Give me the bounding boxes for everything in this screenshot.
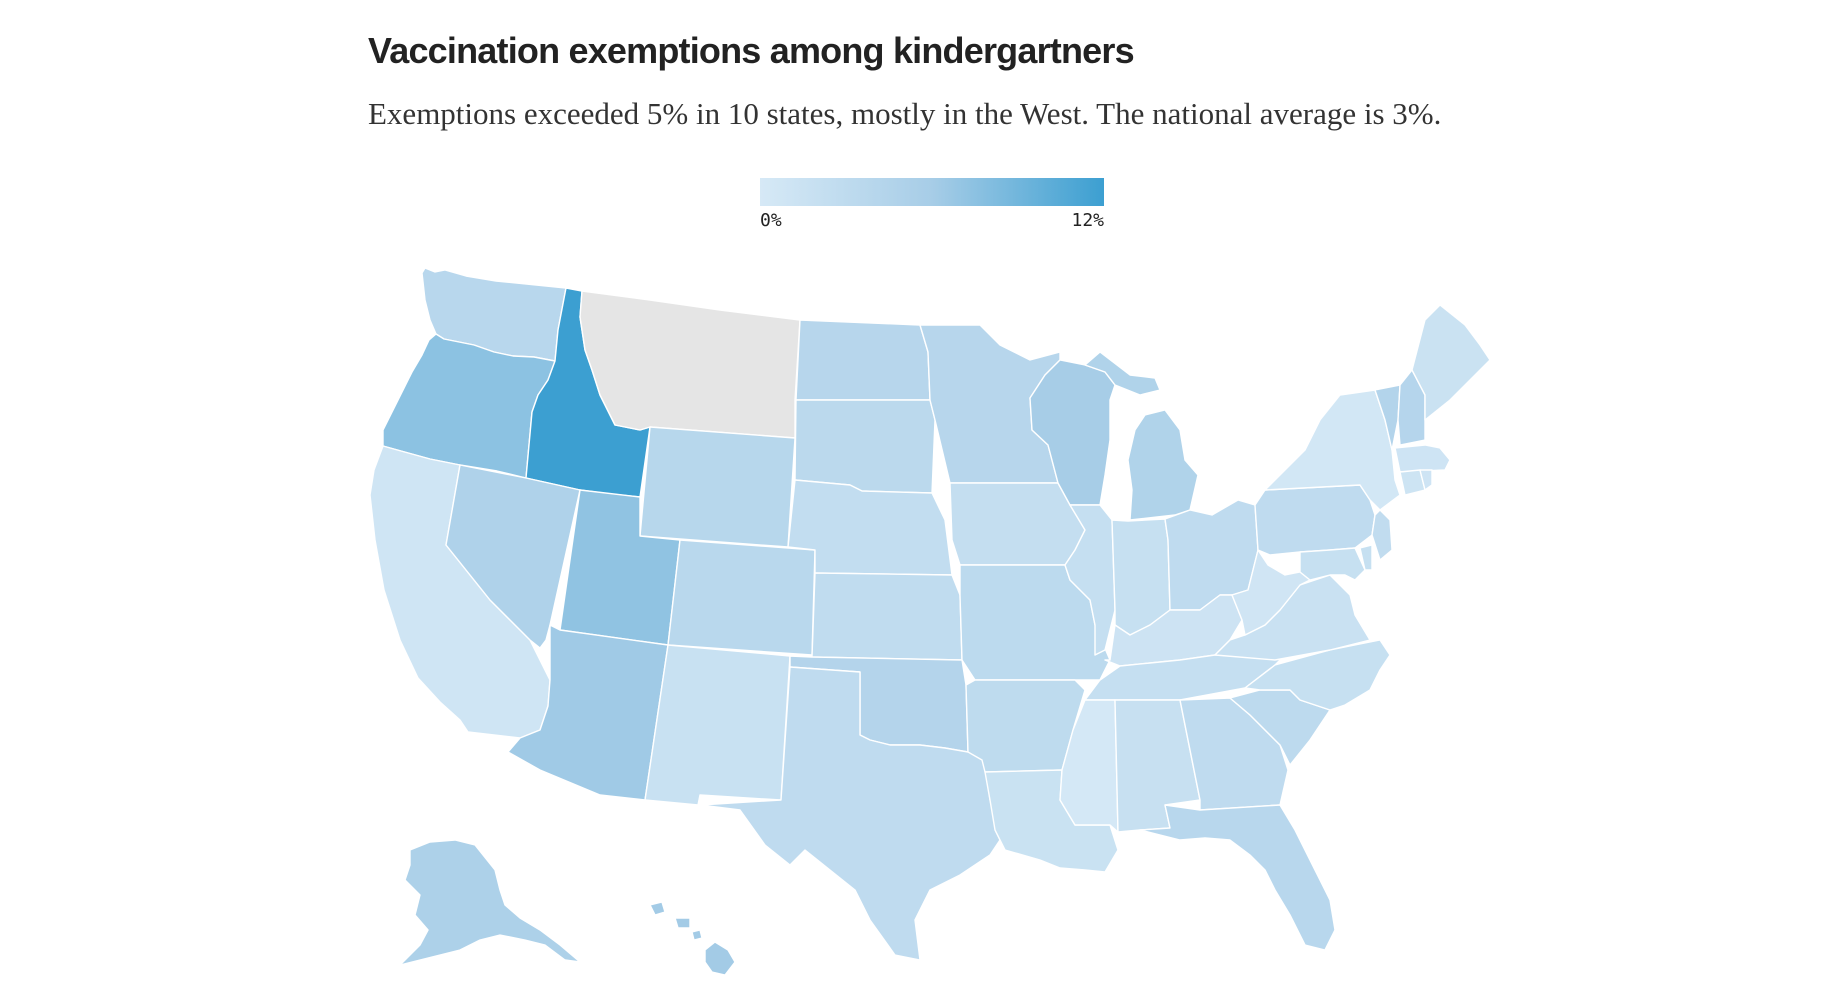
state-tx xyxy=(699,666,1001,961)
state-ma xyxy=(1394,444,1451,473)
state-or xyxy=(382,333,556,479)
state-nd xyxy=(795,319,931,401)
legend-min-label: 0% xyxy=(760,210,782,231)
state-hi-part-2 xyxy=(649,901,666,916)
state-nm xyxy=(644,644,791,806)
state-mt xyxy=(579,290,801,439)
state-sd xyxy=(794,399,936,494)
state-pa xyxy=(1254,484,1376,556)
state-hi-part-4 xyxy=(691,929,703,941)
state-wy xyxy=(639,426,796,548)
chart-subtitle: Exemptions exceeded 5% in 10 states, mos… xyxy=(368,96,1442,131)
state-hi xyxy=(704,941,736,976)
state-ks xyxy=(811,572,963,661)
state-vt xyxy=(1374,384,1401,451)
state-co xyxy=(667,539,816,656)
state-nv xyxy=(445,464,581,649)
state-ak xyxy=(399,839,581,966)
chart-title: Vaccination exemptions among kindergartn… xyxy=(368,30,1135,71)
state-de xyxy=(1359,544,1373,571)
state-mi-part-2 xyxy=(1084,351,1161,396)
legend-gradient-bar xyxy=(760,178,1104,206)
color-legend: 0% 12% xyxy=(760,178,1104,231)
state-me xyxy=(1411,304,1491,421)
state-fl xyxy=(1139,804,1336,951)
state-wi xyxy=(1029,359,1116,506)
state-hi-part-3 xyxy=(674,917,691,929)
state-nj xyxy=(1371,509,1393,561)
state-ne xyxy=(787,479,953,576)
state-ri xyxy=(1419,469,1433,491)
state-mi xyxy=(1127,409,1199,521)
state-md xyxy=(1299,547,1366,581)
legend-max-label: 12% xyxy=(1071,210,1104,231)
